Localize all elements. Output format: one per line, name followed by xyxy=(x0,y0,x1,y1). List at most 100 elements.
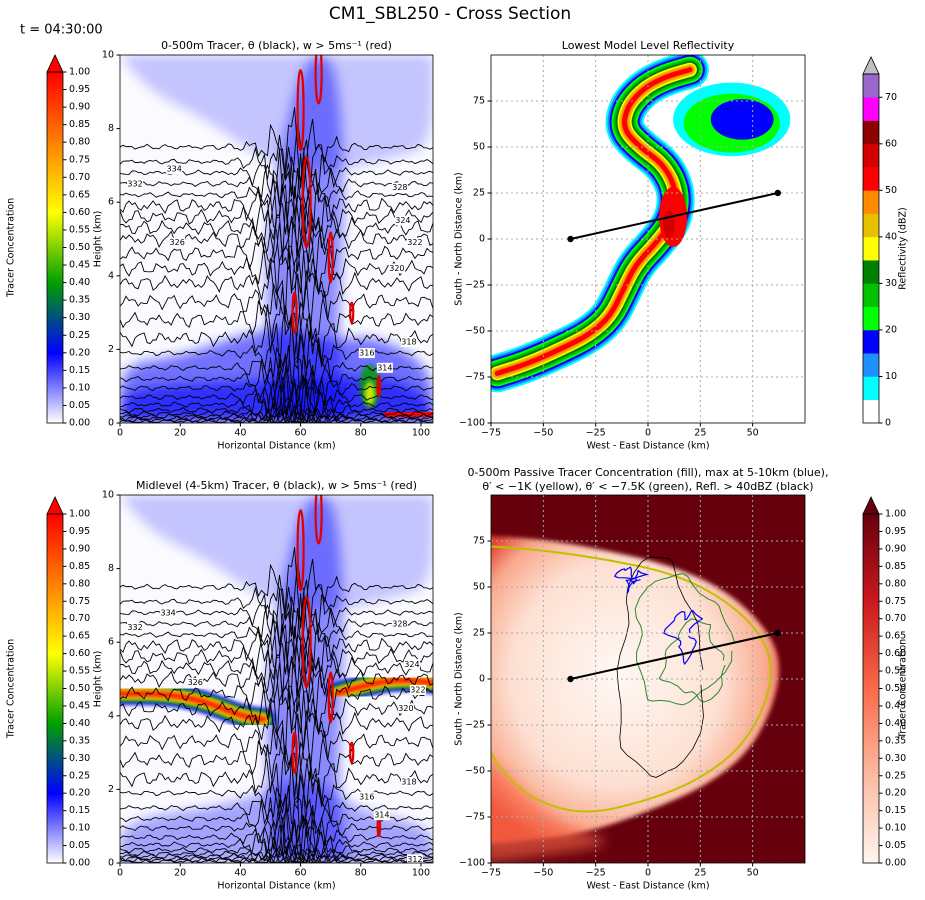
x-tick-label: −75 xyxy=(481,428,501,439)
theta-contour xyxy=(120,304,433,379)
theta-contour xyxy=(120,184,433,252)
theta-contour xyxy=(120,247,433,342)
colorbar-tick-label: 0.55 xyxy=(69,224,90,235)
colorbar-tick-label: 70 xyxy=(885,92,897,103)
colorbar-tick-label: 0.80 xyxy=(69,578,90,589)
theta-contour xyxy=(120,721,433,798)
contour-label-bg xyxy=(169,237,186,248)
tracer-fill xyxy=(491,758,606,863)
colorbar-bin xyxy=(863,353,879,377)
colorbar-tick-label: 0.00 xyxy=(69,858,90,869)
w-contour xyxy=(349,301,355,324)
contour-label-bg xyxy=(376,362,393,373)
contour-label-bg xyxy=(406,854,423,863)
contour-label: 320 xyxy=(398,704,413,713)
colorbar-bin xyxy=(863,74,879,98)
y-tick-label: −75 xyxy=(465,372,485,383)
y-tick-label: 0 xyxy=(108,418,114,429)
panel-title: 0-500m Tracer, θ (black), w > 5ms⁻¹ (red… xyxy=(161,39,392,52)
colorbar-tick-label: 0.15 xyxy=(69,365,90,376)
contour-label-bg xyxy=(406,237,423,248)
w-contours xyxy=(291,495,382,838)
x-tick-label: 0 xyxy=(645,428,651,439)
w-contour xyxy=(327,671,334,724)
theta-prime-1k xyxy=(491,545,772,813)
reflectivity-core xyxy=(662,210,675,239)
y-axis-label: South - North Distance (km) xyxy=(454,172,465,305)
axes-frame xyxy=(119,494,434,864)
contour-label: 322 xyxy=(407,238,422,247)
plot-area: 334 332 328 324 326 322 320 318 316 314 312 xyxy=(120,495,433,863)
cross-section-endpoint xyxy=(774,629,781,637)
y-tick-label: 10 xyxy=(102,490,114,501)
x-tick-label: 60 xyxy=(295,428,307,439)
colorbar-bin xyxy=(863,399,879,424)
colorbar-tick-label: 0.35 xyxy=(69,735,90,746)
x-tick-label: −25 xyxy=(586,868,606,879)
x-tick-label: −25 xyxy=(586,428,606,439)
colorbar-tick-label: 0.05 xyxy=(69,400,90,411)
colorbar-tick-label: 0.95 xyxy=(69,526,90,537)
colorbar-extend xyxy=(46,54,64,73)
panel-title: Lowest Model Level Reflectivity xyxy=(562,39,735,52)
colorbar-fill xyxy=(47,514,63,863)
contour-label: 326 xyxy=(188,678,203,687)
y-tick-label: 50 xyxy=(473,582,485,593)
contour-label: 326 xyxy=(170,238,185,247)
colorbar-fill xyxy=(47,72,63,423)
w-contour xyxy=(296,69,305,152)
colorbar-tick-label: 0.45 xyxy=(69,700,90,711)
theta-contour xyxy=(120,146,433,218)
colorbar-tick-label: 0.95 xyxy=(69,84,90,95)
x-tick-label: −75 xyxy=(481,868,501,879)
colorbar-tick-label: 0.70 xyxy=(69,613,90,624)
colorbar-frame xyxy=(862,73,880,424)
theta-contour xyxy=(120,795,433,863)
y-tick-label: 50 xyxy=(473,142,485,153)
contour-label: 328 xyxy=(392,183,407,192)
x-axis-label: West - East Distance (km) xyxy=(586,441,709,452)
contour-label-bg xyxy=(391,182,408,193)
contour-label-bg xyxy=(400,777,417,788)
colorbar-tick-label: 0.75 xyxy=(69,596,90,607)
contour-label: 314 xyxy=(374,811,389,820)
theta-contour xyxy=(120,765,433,841)
colorbar-tick-label: 0.75 xyxy=(885,596,906,607)
contour-label-bg xyxy=(187,677,204,688)
y-tick-label: 2 xyxy=(108,784,114,795)
colorbar-tick-label: 0.65 xyxy=(69,189,90,200)
y-axis-label: Height (km) xyxy=(93,211,104,268)
theta-contour xyxy=(120,596,433,683)
theta-contour xyxy=(120,744,433,819)
colorbar-tick-label: 0.30 xyxy=(885,753,906,764)
y-tick-label: 0 xyxy=(479,674,485,685)
cross-section-line xyxy=(570,632,779,680)
y-tick-label: −100 xyxy=(459,418,485,429)
y-tick-label: −50 xyxy=(465,766,485,777)
colorbar-tick-label: 0.40 xyxy=(69,718,90,729)
colorbar-bin xyxy=(863,120,879,145)
theta-contour xyxy=(120,197,433,272)
x-tick-label: 100 xyxy=(412,868,430,879)
colorbar: 0 10 20 30 40 50 60 70 Reflectivity (dBZ) xyxy=(862,56,909,429)
w-contour xyxy=(349,741,355,764)
contour-label-bg xyxy=(400,337,417,348)
theta-contour xyxy=(120,752,433,829)
colorbar-tick-label: 0.60 xyxy=(885,648,906,659)
colorbar-tick-label: 0.50 xyxy=(885,683,906,694)
contour-label: 324 xyxy=(395,216,410,225)
cross-section-endpoint xyxy=(567,235,574,243)
x-tick-label: −50 xyxy=(533,428,553,439)
colorbar-bin xyxy=(863,329,879,354)
x-tick-label: 0 xyxy=(117,428,123,439)
colorbar-tick-label: 0.65 xyxy=(885,631,906,642)
x-tick-label: 25 xyxy=(694,428,706,439)
y-tick-label: 8 xyxy=(108,123,114,134)
theta-contour xyxy=(120,355,433,423)
contour-label-bg xyxy=(394,215,411,226)
x-tick-label: 50 xyxy=(747,428,759,439)
colorbar-tick-label: 0.90 xyxy=(69,543,90,554)
tracer-shade xyxy=(120,55,433,171)
